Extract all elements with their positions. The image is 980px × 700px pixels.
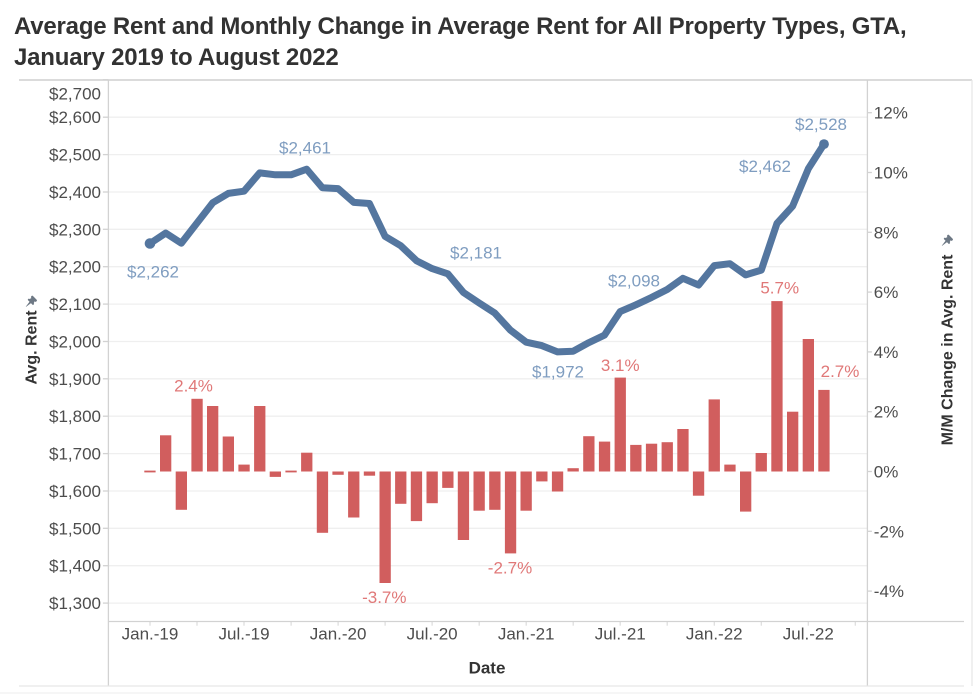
- svg-text:$2,400: $2,400: [49, 183, 101, 202]
- svg-text:$2,461: $2,461: [279, 138, 331, 157]
- svg-text:$1,972: $1,972: [532, 363, 584, 382]
- svg-text:4%: 4%: [874, 343, 899, 362]
- svg-text:Jan.-19: Jan.-19: [122, 625, 179, 644]
- svg-text:$1,600: $1,600: [49, 482, 101, 501]
- svg-text:Jul.-20: Jul.-20: [407, 625, 458, 644]
- svg-text:-2%: -2%: [874, 522, 904, 541]
- svg-text:2.4%: 2.4%: [174, 377, 213, 396]
- svg-text:8%: 8%: [874, 223, 899, 242]
- svg-text:$1,300: $1,300: [49, 594, 101, 613]
- svg-text:Avg. Rent: Avg. Rent: [23, 310, 40, 385]
- svg-text:$2,200: $2,200: [49, 258, 101, 277]
- svg-text:$2,000: $2,000: [49, 332, 101, 351]
- svg-text:3.1%: 3.1%: [601, 356, 640, 375]
- svg-text:-2.7%: -2.7%: [488, 559, 532, 578]
- svg-text:$2,600: $2,600: [49, 108, 101, 127]
- svg-text:$2,300: $2,300: [49, 220, 101, 239]
- svg-text:-4%: -4%: [874, 582, 904, 601]
- svg-text:$2,528: $2,528: [795, 115, 847, 134]
- svg-text:$2,462: $2,462: [739, 157, 791, 176]
- svg-text:January 2019 to August 2022: January 2019 to August 2022: [14, 44, 339, 71]
- svg-text:6%: 6%: [874, 283, 899, 302]
- svg-text:2%: 2%: [874, 403, 899, 422]
- svg-text:M/M Change in Avg. Rent: M/M Change in Avg. Rent: [940, 254, 957, 445]
- svg-text:2.7%: 2.7%: [821, 362, 860, 381]
- svg-text:Jul.-22: Jul.-22: [783, 625, 834, 644]
- svg-text:Jul.-21: Jul.-21: [595, 625, 646, 644]
- svg-text:$2,262: $2,262: [127, 263, 179, 282]
- svg-text:$1,900: $1,900: [49, 370, 101, 389]
- svg-text:5.7%: 5.7%: [760, 279, 799, 298]
- svg-text:$1,700: $1,700: [49, 445, 101, 464]
- svg-text:$2,181: $2,181: [450, 243, 502, 262]
- svg-text:10%: 10%: [874, 164, 908, 183]
- svg-text:Average Rent and Monthly Chang: Average Rent and Monthly Change in Avera…: [14, 13, 907, 40]
- svg-text:Jan.-22: Jan.-22: [686, 625, 743, 644]
- svg-text:$1,800: $1,800: [49, 407, 101, 426]
- svg-text:Date: Date: [469, 659, 506, 678]
- svg-text:$2,500: $2,500: [49, 146, 101, 165]
- svg-text:$2,098: $2,098: [608, 271, 660, 290]
- svg-text:Jan.-20: Jan.-20: [310, 625, 367, 644]
- svg-text:$2,100: $2,100: [49, 295, 101, 314]
- svg-text:Jan.-21: Jan.-21: [498, 625, 555, 644]
- svg-text:-3.7%: -3.7%: [362, 588, 406, 607]
- svg-text:0%: 0%: [874, 463, 899, 482]
- svg-text:$2,700: $2,700: [49, 84, 101, 103]
- svg-text:Jul.-19: Jul.-19: [219, 625, 270, 644]
- svg-text:$1,500: $1,500: [49, 519, 101, 538]
- svg-text:12%: 12%: [874, 104, 908, 123]
- svg-text:$1,400: $1,400: [49, 557, 101, 576]
